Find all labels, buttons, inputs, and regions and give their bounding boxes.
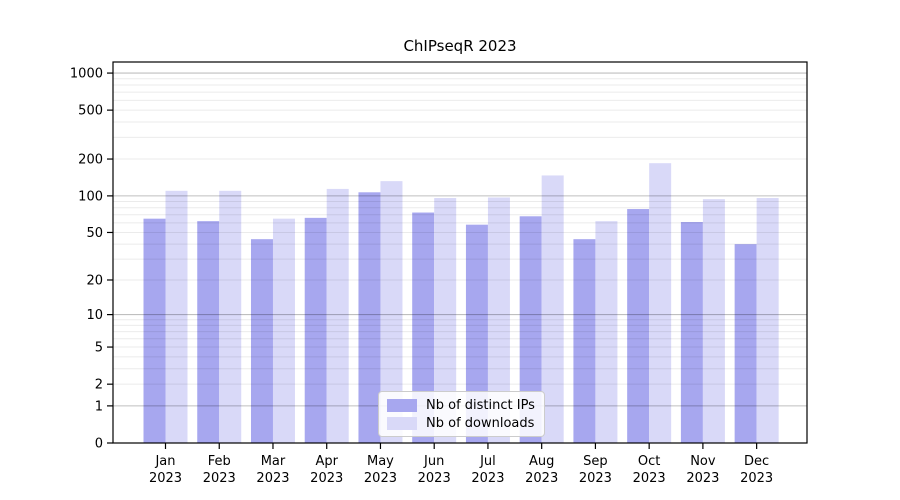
bar-downloads-feb — [219, 190, 242, 443]
bar-downloads-sep — [595, 221, 618, 443]
x-tick-label-month: Feb — [208, 454, 231, 469]
y-tick-label: 5 — [95, 341, 103, 356]
bar-distinct-ips-mar — [250, 239, 273, 443]
bar-downloads-oct — [649, 163, 672, 443]
legend-box: Nb of distinct IPs Nb of downloads — [378, 391, 545, 437]
x-tick-label-month: Apr — [315, 454, 338, 469]
x-tick-label-year: 2023 — [364, 471, 397, 486]
bar-distinct-ips-feb — [197, 221, 220, 443]
x-tick-label-month: Aug — [529, 454, 554, 469]
legend-label-downloads: Nb of downloads — [426, 415, 535, 431]
y-tick-label: 20 — [86, 273, 103, 288]
x-tick-label-year: 2023 — [471, 471, 504, 486]
x-tick-label-year: 2023 — [203, 471, 236, 486]
legend-item-downloads: Nb of downloads — [387, 416, 536, 431]
bar-downloads-apr — [326, 188, 349, 443]
bar-downloads-aug — [541, 175, 564, 443]
bar-distinct-ips-may — [358, 192, 381, 443]
y-tick-label: 200 — [78, 153, 103, 168]
bar-downloads-mar — [272, 218, 295, 443]
x-tick-label-month: Nov — [690, 454, 716, 469]
chart-title: ChIPseqR 2023 — [403, 37, 517, 55]
legend-label-distinct-ips: Nb of distinct IPs — [426, 397, 535, 413]
y-tick-label: 0 — [95, 437, 103, 452]
bar-downloads-jul — [487, 197, 510, 443]
y-tick-label: 10 — [86, 308, 103, 323]
x-tick-label-year: 2023 — [418, 471, 451, 486]
bar-distinct-ips-jun — [412, 212, 435, 443]
bar-distinct-ips-aug — [519, 216, 542, 443]
bar-downloads-jun — [434, 198, 457, 443]
y-tick-label: 50 — [86, 226, 103, 241]
x-tick-label-year: 2023 — [740, 471, 773, 486]
bar-distinct-ips-apr — [304, 217, 327, 443]
bar-distinct-ips-jul — [465, 224, 488, 443]
x-tick-label-month: May — [367, 454, 394, 469]
bar-downloads-jan — [165, 190, 188, 443]
legend-item-distinct-ips: Nb of distinct IPs — [387, 398, 536, 413]
bar-distinct-ips-dec — [734, 244, 757, 443]
x-tick-label-month: Sep — [583, 454, 608, 469]
x-tick-label-month: Jan — [154, 454, 175, 469]
y-tick-label: 1 — [95, 399, 103, 414]
plot-border — [112, 61, 808, 444]
x-tick-label-year: 2023 — [633, 471, 666, 486]
x-tick-label-month: Jul — [479, 454, 496, 469]
y-tick-label: 100 — [78, 189, 103, 204]
y-tick-label: 2 — [95, 378, 103, 393]
x-tick-label-month: Jun — [423, 454, 444, 469]
legend-swatch-distinct-ips — [387, 398, 417, 412]
x-tick-label-year: 2023 — [579, 471, 612, 486]
legend-swatch-downloads — [387, 416, 417, 430]
bar-downloads-may — [380, 181, 403, 443]
y-tick-label: 1000 — [70, 67, 103, 82]
y-tick-label: 500 — [78, 104, 103, 119]
bar-distinct-ips-jan — [143, 218, 166, 443]
bar-downloads-nov — [702, 199, 725, 443]
x-tick-label-month: Dec — [744, 454, 769, 469]
x-tick-label-year: 2023 — [310, 471, 343, 486]
bar-distinct-ips-sep — [573, 239, 596, 443]
x-tick-label-year: 2023 — [149, 471, 182, 486]
x-tick-label-month: Mar — [261, 454, 286, 469]
bar-distinct-ips-oct — [627, 209, 650, 443]
bar-downloads-dec — [756, 198, 779, 443]
x-tick-label-month: Oct — [638, 454, 660, 469]
x-tick-label-year: 2023 — [686, 471, 719, 486]
x-tick-label-year: 2023 — [525, 471, 558, 486]
x-tick-label-year: 2023 — [256, 471, 289, 486]
bar-distinct-ips-nov — [680, 222, 703, 443]
